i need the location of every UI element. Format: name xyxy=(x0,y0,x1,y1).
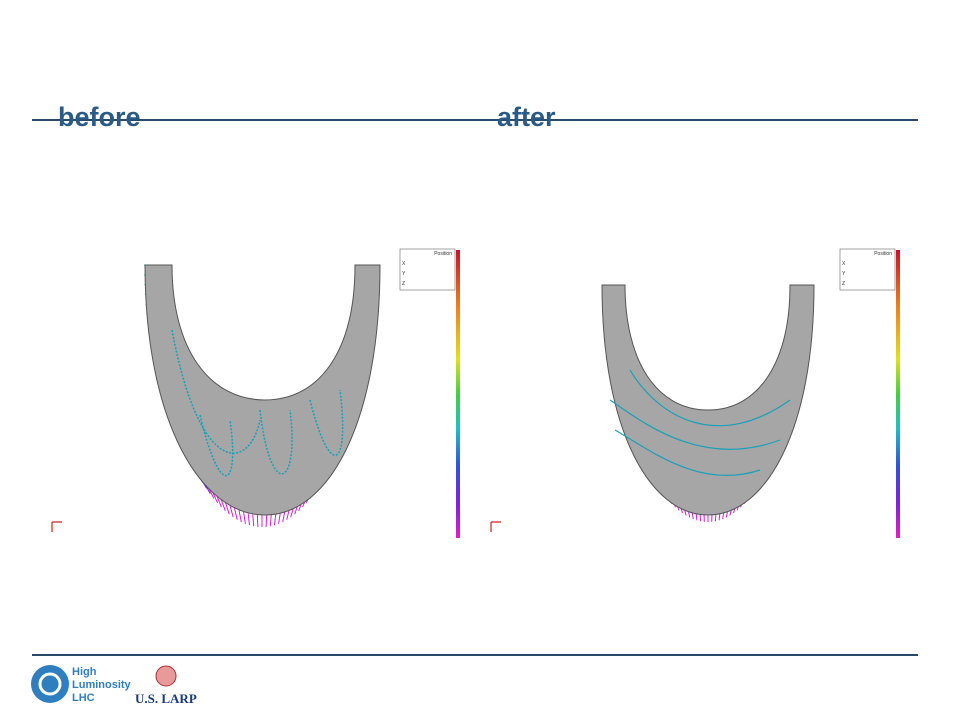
legend-box xyxy=(399,248,456,291)
hl-logo-ring xyxy=(38,672,62,696)
logo-line: High xyxy=(72,666,97,678)
deviation-arrow xyxy=(216,495,222,508)
deviation-arrow xyxy=(252,514,255,527)
deviation-arrow xyxy=(247,513,251,526)
logo-line: Luminosity xyxy=(72,679,132,691)
legend-title: Position xyxy=(434,251,452,257)
axis-triad xyxy=(490,521,501,532)
color-bar xyxy=(456,250,460,538)
legend-box xyxy=(839,248,896,291)
color-bar xyxy=(896,250,900,538)
deviation-arrow xyxy=(243,511,246,524)
legend-row: X xyxy=(842,261,846,267)
deviation-arrow xyxy=(225,502,230,515)
deviation-arrow xyxy=(233,507,238,520)
legend-row: Z xyxy=(402,281,405,287)
logo-line: LHC xyxy=(72,692,95,704)
legend-row: Z xyxy=(842,281,845,287)
legend-row: Y xyxy=(842,271,846,277)
deviation-arrow xyxy=(212,491,219,504)
panel-title: before xyxy=(58,102,141,132)
deviation-arrow xyxy=(229,505,234,518)
figure-before: Position X Y Z xyxy=(51,248,460,538)
legend-title: Position xyxy=(874,251,892,257)
deviation-arrow xyxy=(269,514,272,527)
scan-paths xyxy=(609,369,791,476)
deviation-arrow xyxy=(278,511,281,524)
axis-triad xyxy=(51,521,62,532)
deviation-arrow xyxy=(220,499,226,511)
scan-paths xyxy=(171,329,344,477)
panel-title: after xyxy=(497,102,556,132)
partner-name: U.S. LARP xyxy=(135,691,197,706)
deviation-arrow xyxy=(273,513,277,526)
part-surface xyxy=(601,284,815,516)
legend-row: X xyxy=(402,261,406,267)
hl-logo xyxy=(31,665,69,703)
deviation-arrow xyxy=(238,510,242,523)
larp-logo xyxy=(155,665,177,687)
legend-row: Y xyxy=(402,271,406,277)
figure-after: Position X Y Z xyxy=(490,248,900,538)
part-surface xyxy=(144,264,381,516)
